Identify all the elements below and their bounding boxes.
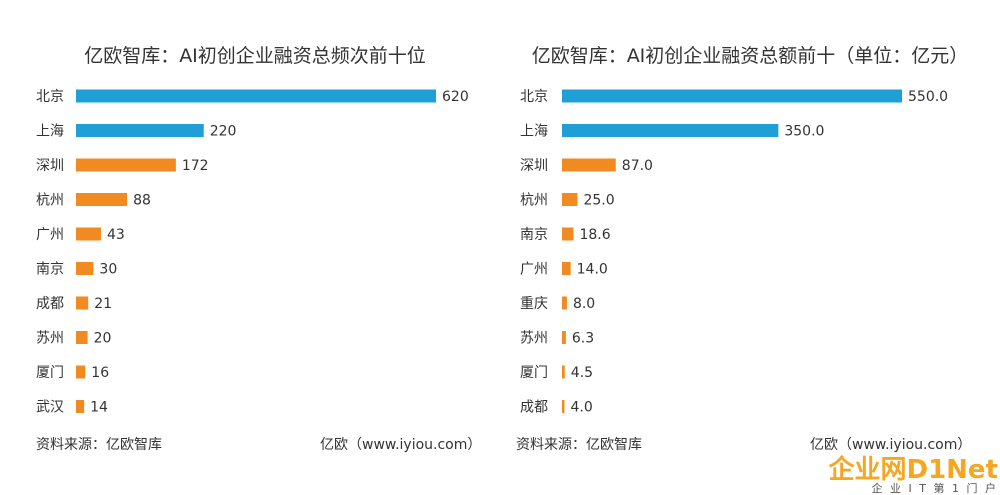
credit-label-left: 亿欧（www.iyiou.com）: [320, 437, 481, 453]
bar-group-right: 北京 550.0 上海 350.0 深圳 87.0 杭州 25.0 南京 18.6 广州 14.0 重庆…: [520, 89, 948, 416]
value-label: 87.0: [622, 158, 653, 174]
value-label: 172: [182, 158, 209, 174]
bar: [76, 365, 86, 379]
chart-title-right: 亿欧智库：AI初创企业融资总额前十（单位：亿元）: [532, 45, 969, 67]
bar: [562, 365, 565, 379]
value-label: 30: [99, 262, 117, 278]
value-label: 14: [90, 400, 108, 416]
value-label: 4.0: [570, 400, 592, 416]
category-label: 杭州: [36, 193, 64, 209]
bar: [76, 400, 85, 413]
bar: [76, 193, 128, 206]
category-label: 南京: [36, 262, 64, 278]
category-label: 北京: [36, 89, 64, 105]
bar: [562, 296, 567, 310]
category-label: 成都: [520, 400, 548, 416]
value-label: 550.0: [908, 89, 948, 105]
value-label: 14.0: [577, 262, 608, 278]
category-label: 上海: [520, 124, 548, 140]
category-label: 杭州: [520, 193, 548, 209]
category-label: 成都: [36, 296, 64, 312]
bar: [76, 158, 176, 172]
watermark-sub: 企 业 I T 第 1 门 户: [872, 481, 998, 495]
category-label: 广州: [36, 227, 64, 243]
category-label: 上海: [36, 124, 64, 140]
bar: [562, 193, 578, 206]
value-label: 18.6: [579, 227, 610, 243]
category-label: 广州: [520, 262, 548, 278]
value-label: 4.5: [571, 365, 593, 381]
category-label: 武汉: [36, 400, 64, 416]
value-label: 350.0: [784, 124, 824, 140]
value-label: 20: [94, 331, 112, 347]
bar: [76, 262, 94, 275]
category-label: 厦门: [520, 365, 548, 381]
value-label: 620: [442, 89, 469, 105]
bar: [76, 331, 88, 344]
category-label: 深圳: [36, 158, 64, 174]
value-label: 43: [107, 227, 125, 243]
bar: [562, 158, 616, 172]
watermark-main: 企业网D1Net: [829, 454, 999, 485]
category-label: 重庆: [520, 296, 548, 312]
source-label-left: 资料来源：亿欧智库: [36, 437, 162, 453]
value-label: 6.3: [572, 331, 594, 347]
category-label: 苏州: [36, 331, 64, 347]
watermark-logo: 企业网D1Net 企 业 I T 第 1 门 户: [829, 454, 999, 495]
bar: [562, 89, 902, 103]
bar: [76, 296, 89, 310]
category-label: 南京: [520, 227, 548, 243]
source-label-right: 资料来源：亿欧智库: [516, 437, 642, 453]
chart-title-left: 亿欧智库：AI初创企业融资总频次前十位: [84, 45, 426, 67]
value-label: 220: [210, 124, 237, 140]
value-label: 25.0: [583, 193, 614, 209]
bar: [562, 227, 574, 241]
value-label: 16: [91, 365, 109, 381]
category-label: 深圳: [520, 158, 548, 174]
bar: [562, 262, 571, 275]
category-label: 厦门: [36, 365, 64, 381]
value-label: 21: [94, 296, 112, 312]
value-label: 8.0: [573, 296, 595, 312]
bar: [562, 331, 566, 344]
bar: [562, 124, 779, 137]
value-label: 88: [133, 193, 151, 209]
category-label: 苏州: [520, 331, 548, 347]
bar: [76, 124, 204, 137]
bar-group-left: 北京 620 上海 220 深圳 172 杭州 88 广州 43 南京 30 成都 21 苏州 20 厦门 16 武…: [36, 89, 469, 416]
bar: [76, 227, 101, 241]
bar: [562, 400, 565, 413]
credit-label-right: 亿欧（www.iyiou.com）: [810, 437, 971, 453]
category-label: 北京: [520, 89, 548, 105]
bar: [76, 89, 436, 103]
